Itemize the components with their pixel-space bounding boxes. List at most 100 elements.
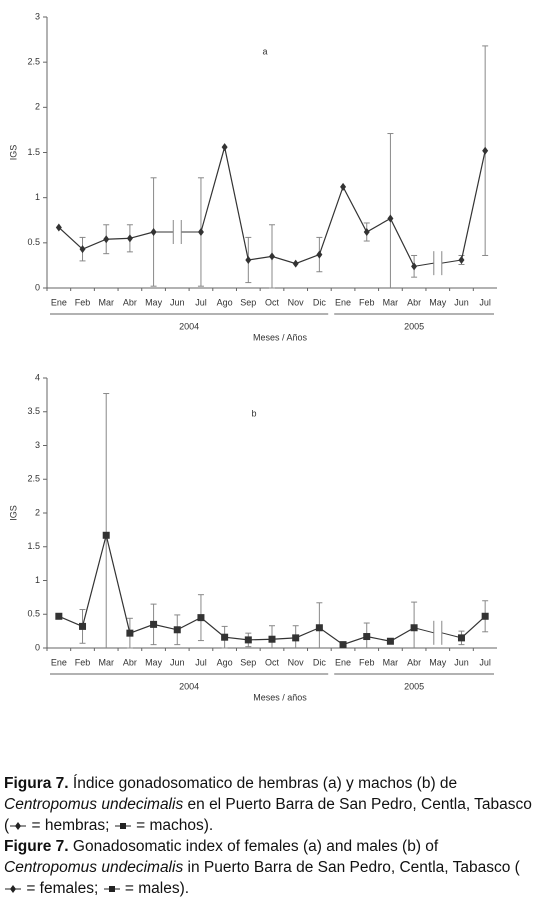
x-tick-label: Dic [313, 297, 326, 307]
marker [292, 634, 300, 642]
marker [103, 235, 110, 244]
x-tick-label: Abr [407, 657, 421, 667]
x-tick-label: Oct [265, 297, 280, 307]
year-label: 2005 [404, 321, 424, 331]
species: Centropomus undecimalis [4, 796, 184, 813]
marker [268, 635, 276, 643]
x-tick-label: Nov [288, 657, 305, 667]
caption-text: Gonadosomatic index of females (a) and m… [72, 838, 439, 855]
x-tick-label: Jul [195, 657, 207, 667]
marker [126, 234, 133, 243]
x-tick-label: Feb [75, 297, 91, 307]
x-tick-label: Ago [217, 657, 233, 667]
marker [363, 227, 370, 236]
x-tick-label: Abr [123, 657, 137, 667]
male-symbol [103, 885, 120, 892]
y-tick-label: 1.5 [27, 541, 40, 551]
x-axis-label: Meses / años [253, 692, 307, 702]
x-tick-label: Mar [383, 297, 399, 307]
x-tick-label: Ene [335, 297, 351, 307]
x-tick-label: Jul [195, 297, 207, 307]
marker [458, 255, 465, 264]
male-symbol [114, 822, 131, 829]
x-tick-label: Feb [359, 297, 375, 307]
y-tick-label: 0 [35, 642, 40, 652]
x-tick-label: Mar [98, 657, 114, 667]
y-tick-label: 0.5 [27, 609, 40, 619]
y-tick-label: 2.5 [27, 57, 40, 67]
y-tick-label: 1.5 [27, 147, 40, 157]
marker [197, 227, 204, 236]
y-tick-label: 0 [35, 282, 40, 292]
x-tick-label: Sep [240, 297, 256, 307]
marker [245, 255, 252, 264]
marker [79, 245, 86, 254]
x-tick-label: Oct [265, 657, 280, 667]
marker [221, 633, 229, 641]
caption-text: in Puerto Barra de San Pedro, Centla, Ta… [187, 859, 520, 876]
marker [387, 214, 394, 223]
caption: Figura 7. Índice gonadosomatico de hembr… [4, 773, 532, 899]
caption-en: Figure 7. Gonadosomatic index of females… [4, 836, 532, 899]
x-tick-label: Ene [51, 297, 67, 307]
x-tick-label: Jun [454, 657, 469, 667]
caption-text: = hembras; [31, 817, 110, 834]
x-tick-label: Abr [407, 297, 421, 307]
annotation: a [262, 46, 267, 56]
marker [482, 146, 489, 155]
marker [244, 636, 252, 644]
marker [386, 637, 394, 645]
caption-text: = females; [26, 880, 99, 897]
year-label: 2004 [179, 681, 199, 691]
axis-break-line [441, 259, 462, 264]
year-label: 2005 [404, 681, 424, 691]
x-tick-label: Ago [217, 297, 233, 307]
marker [481, 612, 489, 620]
series-line [460, 150, 486, 261]
caption-text: Índice gonadosomatico de hembras (a) y m… [72, 775, 458, 792]
marker [102, 531, 110, 539]
y-tick-label: 2 [35, 507, 40, 517]
x-tick-label: Feb [359, 657, 375, 667]
marker [411, 262, 418, 271]
caption-text: = machos). [136, 817, 214, 834]
caption-label: Figura 7. [4, 775, 69, 792]
marker [410, 624, 418, 632]
marker [269, 252, 275, 261]
x-tick-label: May [145, 297, 163, 307]
marker [340, 182, 347, 191]
caption-text: en el Puerto Barra de San Pedro, Centla,… [4, 796, 532, 834]
x-tick-label: Jun [170, 297, 185, 307]
x-tick-label: Mar [98, 297, 114, 307]
series-line [200, 146, 415, 267]
y-axis-label: IGS [8, 505, 18, 521]
y-tick-label: 4 [35, 372, 40, 382]
y-tick-label: 1 [35, 192, 40, 202]
marker [457, 634, 465, 642]
x-tick-label: Abr [123, 297, 137, 307]
marker [150, 227, 157, 236]
annotation: b [251, 408, 256, 418]
x-axis-label: Meses / Años [253, 332, 308, 342]
x-tick-label: Nov [288, 297, 305, 307]
year-label: 2004 [179, 321, 199, 331]
y-tick-label: 3.5 [27, 406, 40, 416]
series-line [58, 535, 415, 646]
y-tick-label: 3 [35, 11, 40, 21]
x-tick-label: Jun [454, 297, 469, 307]
x-tick-label: Sep [240, 657, 256, 667]
marker [316, 250, 323, 259]
y-tick-label: 2.5 [27, 474, 40, 484]
x-tick-label: Dic [313, 657, 326, 667]
marker [315, 624, 323, 632]
x-tick-label: Jun [170, 657, 185, 667]
marker [126, 629, 134, 637]
x-tick-label: Jul [479, 297, 491, 307]
x-tick-label: Ene [51, 657, 67, 667]
x-tick-label: May [429, 297, 447, 307]
marker [55, 612, 63, 620]
marker [55, 223, 62, 232]
caption-label: Figure 7. [4, 838, 69, 855]
x-tick-label: Ene [335, 657, 351, 667]
